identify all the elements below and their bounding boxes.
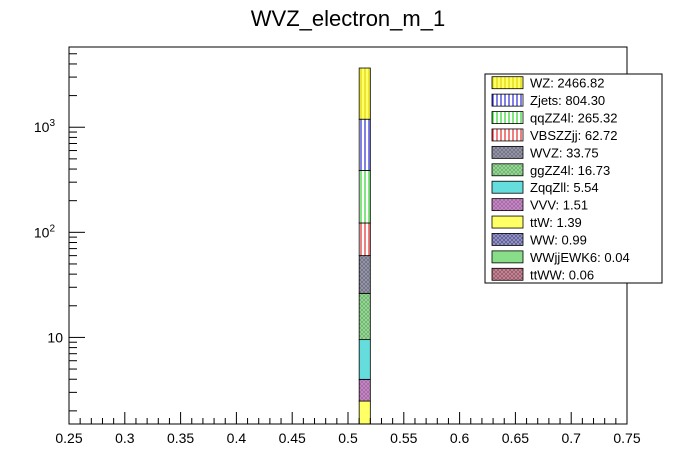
legend-entry-ggzz4l: ggZZ4l: 16.73 (530, 163, 610, 178)
legend-swatch-ggzz4l (491, 163, 524, 177)
legend-entry-qqzz4l: qqZZ4l: 265.32 (530, 111, 617, 126)
x-tick-label: 0.65 (502, 430, 529, 446)
bar-segment-vvv (358, 378, 371, 402)
x-tick-label: 0.55 (390, 430, 417, 446)
legend-entry-wvz: WVZ: 33.75 (530, 145, 599, 160)
legend-swatch-zjets (491, 93, 524, 107)
legend-entry-zqqzll: ZqqZll: 5.54 (530, 180, 599, 195)
x-tick-label: 0.4 (227, 430, 247, 446)
legend-swatch-vbszzjj (491, 128, 524, 142)
x-tick-label: 0.35 (167, 430, 194, 446)
legend-swatch-ttww (491, 267, 524, 281)
legend-swatch-qqzz4l (491, 111, 524, 124)
legend-entry-vvv: VVV: 1.51 (530, 198, 588, 213)
legend-swatch-zqqzll (491, 180, 524, 194)
x-tick-label: 0.3 (115, 430, 135, 446)
x-tick-label: 0.6 (450, 430, 470, 446)
legend-swatch-vvv (491, 198, 524, 212)
bar-segment-wz (358, 67, 371, 120)
x-tick-label: 0.75 (613, 430, 640, 446)
legend-entry-ttww: ttWW: 0.06 (530, 267, 594, 282)
x-tick-label: 0.25 (55, 430, 82, 446)
legend-entry-vbszzjj: VBSZZjj: 62.72 (530, 128, 617, 143)
legend-entry-ww: WW: 0.99 (530, 232, 587, 247)
bar-segment-zjets (358, 118, 371, 171)
y-tick-label: 103 (34, 118, 56, 135)
chart-title: WVZ_electron_m_1 (250, 6, 446, 31)
bar-segment-ttw (358, 400, 371, 425)
x-tick-label: 0.7 (561, 430, 581, 446)
bar-segment-wvz (358, 255, 371, 294)
legend-swatch-wz (491, 76, 524, 90)
legend-entry-zjets: Zjets: 804.30 (530, 93, 605, 108)
legend-entry-ttw: ttW: 1.39 (530, 215, 582, 230)
bar-segment-ggzz4l (358, 292, 371, 341)
legend-swatch-ttw (491, 215, 524, 229)
bar-segment-zqqzll (358, 339, 371, 380)
legend-swatch-wvz (491, 145, 524, 159)
x-tick-label: 0.5 (338, 430, 358, 446)
legend-swatch-wwjjewk6 (491, 250, 524, 264)
legend-entry-wwjjewk6: WWjjEWK6: 0.04 (530, 250, 630, 265)
x-tick-label: 0.45 (279, 430, 306, 446)
y-tick-label: 102 (34, 223, 56, 240)
legend-entry-wz: WZ: 2466.82 (530, 76, 604, 91)
legend-box (484, 73, 663, 284)
bar-segment-qqzz4l (358, 170, 371, 224)
y-tick-label: 10 (47, 329, 63, 345)
legend-swatch-ww (491, 233, 524, 246)
bar-segment-vbszzjj (358, 222, 371, 257)
